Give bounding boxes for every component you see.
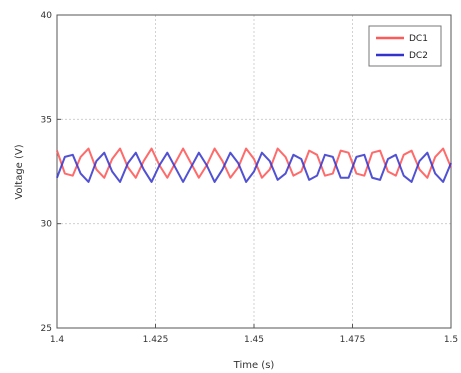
legend-label-dc1: DC1 [409,34,428,44]
y-tick-label: 40 [41,11,53,21]
legend: DC1 DC2 [368,25,442,67]
legend-label-dc2: DC2 [409,51,428,61]
x-tick-label: 1.425 [143,335,169,345]
y-tick-label: 25 [41,324,52,334]
y-axis-label: Voltage (V) [14,144,25,199]
x-axis-label: Time (s) [233,360,275,371]
plot-area-frame [56,14,452,329]
tick-labels: 1.4 1.425 1.45 1.475 1.5 25 30 35 40 [41,11,459,345]
y-tick-label: 30 [41,220,53,230]
legend-box [368,25,442,67]
x-tick-label: 1.45 [244,335,264,345]
y-tick-label: 35 [41,115,52,125]
x-tick-label: 1.4 [50,335,65,345]
x-tick-label: 1.475 [340,335,366,345]
x-tick-label: 1.5 [444,335,458,345]
series-line-dc2 [56,151,452,183]
series-layer [56,147,452,183]
